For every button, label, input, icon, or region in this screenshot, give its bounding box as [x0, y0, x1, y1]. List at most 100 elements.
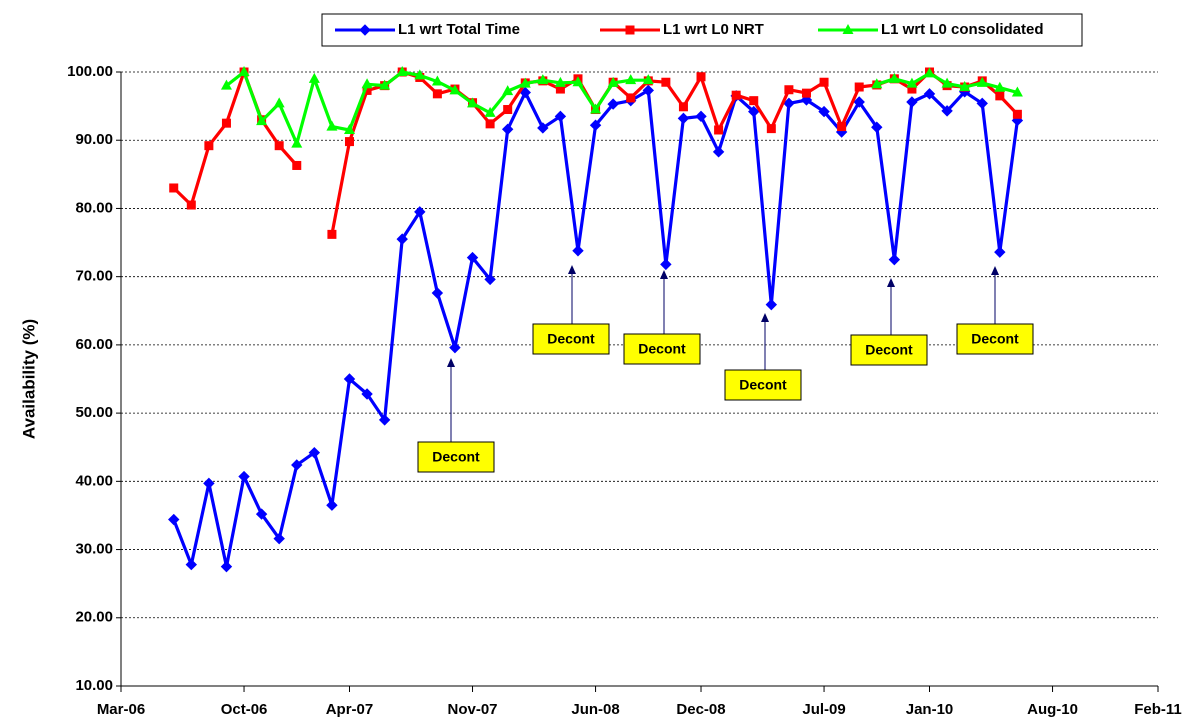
x-tick-label: Nov-07	[448, 701, 498, 718]
data-point	[432, 89, 442, 99]
data-point	[484, 106, 496, 117]
annotation-box	[724, 369, 802, 401]
data-point	[994, 81, 1006, 92]
data-point	[677, 112, 690, 125]
data-point	[361, 388, 373, 400]
data-point	[976, 97, 988, 110]
annotation-box	[956, 323, 1034, 355]
data-point	[344, 137, 354, 147]
annotation-arrowhead	[447, 358, 455, 367]
annotation-box	[850, 334, 928, 366]
data-point	[502, 85, 514, 96]
x-tick-label: Jan-10	[906, 701, 954, 718]
data-point	[871, 78, 883, 89]
data-point	[941, 77, 953, 88]
data-point	[696, 72, 706, 82]
data-point	[888, 72, 900, 83]
data-point	[995, 91, 1005, 101]
data-point	[572, 245, 584, 257]
data-point	[976, 76, 988, 87]
data-point	[784, 85, 794, 95]
data-point	[503, 105, 513, 115]
data-point	[749, 96, 759, 106]
data-point	[449, 84, 461, 95]
data-point	[238, 470, 250, 483]
data-point	[485, 119, 495, 129]
data-point	[555, 84, 565, 94]
data-point	[361, 78, 373, 89]
annotation-label: Decont	[432, 449, 480, 465]
data-point	[291, 137, 303, 148]
data-point	[379, 79, 391, 90]
y-tick-label: 100.00	[67, 63, 113, 80]
data-point	[220, 79, 232, 90]
data-point	[466, 251, 479, 264]
data-point	[168, 513, 180, 526]
y-tick-label: 40.00	[75, 472, 113, 489]
x-tick-label: Dec-08	[676, 701, 725, 718]
y-axis-label: Availability (%)	[19, 319, 38, 439]
x-tick-label: Apr-07	[326, 701, 374, 718]
data-point	[1012, 109, 1022, 119]
legend-marker	[625, 25, 635, 35]
data-point	[362, 85, 372, 95]
data-point	[273, 532, 285, 545]
data-point	[714, 125, 724, 135]
data-point	[414, 69, 426, 80]
data-point	[220, 560, 233, 573]
data-point	[308, 72, 320, 83]
annotation-arrowhead	[660, 270, 668, 279]
y-tick-label: 80.00	[75, 199, 113, 216]
data-point	[292, 160, 302, 170]
data-point	[431, 287, 444, 299]
data-point	[907, 84, 917, 94]
data-point	[431, 75, 443, 86]
annotation-box	[623, 333, 701, 365]
data-point	[308, 446, 321, 459]
data-point	[238, 66, 250, 76]
data-point	[554, 76, 566, 87]
data-point	[327, 229, 337, 239]
data-point	[731, 90, 741, 100]
data-point	[396, 233, 408, 245]
annotation-label: Decont	[865, 342, 913, 358]
data-point	[343, 123, 355, 134]
data-point	[783, 97, 795, 110]
data-point	[941, 105, 953, 117]
data-point	[414, 206, 426, 218]
data-point	[678, 102, 688, 112]
data-point	[203, 477, 215, 490]
legend-label: L1 wrt L0 NRT	[663, 21, 764, 38]
data-point	[959, 81, 971, 92]
data-point	[626, 93, 636, 103]
data-point	[255, 508, 268, 520]
data-point	[519, 77, 531, 88]
data-point	[484, 273, 496, 286]
data-point	[396, 66, 408, 76]
data-point	[554, 110, 567, 123]
annotation-arrowhead	[991, 266, 999, 275]
data-point	[837, 122, 847, 132]
data-point	[221, 118, 231, 128]
data-point	[801, 88, 811, 98]
data-point	[572, 76, 584, 87]
data-point	[695, 110, 707, 123]
data-point	[871, 121, 883, 133]
data-point	[854, 82, 864, 92]
annotation-box	[417, 441, 495, 473]
y-tick-label: 20.00	[75, 609, 113, 626]
data-point	[185, 558, 198, 571]
legend-label: L1 wrt Total Time	[398, 21, 520, 38]
data-point	[326, 120, 338, 131]
data-point	[291, 459, 303, 471]
data-point	[1011, 86, 1023, 97]
data-point	[660, 258, 672, 271]
legend-marker	[359, 24, 371, 36]
annotation-arrowhead	[568, 265, 576, 274]
data-point	[661, 77, 671, 87]
data-point	[343, 373, 356, 385]
data-point	[467, 97, 479, 108]
data-point	[625, 74, 637, 85]
data-point	[906, 77, 918, 88]
